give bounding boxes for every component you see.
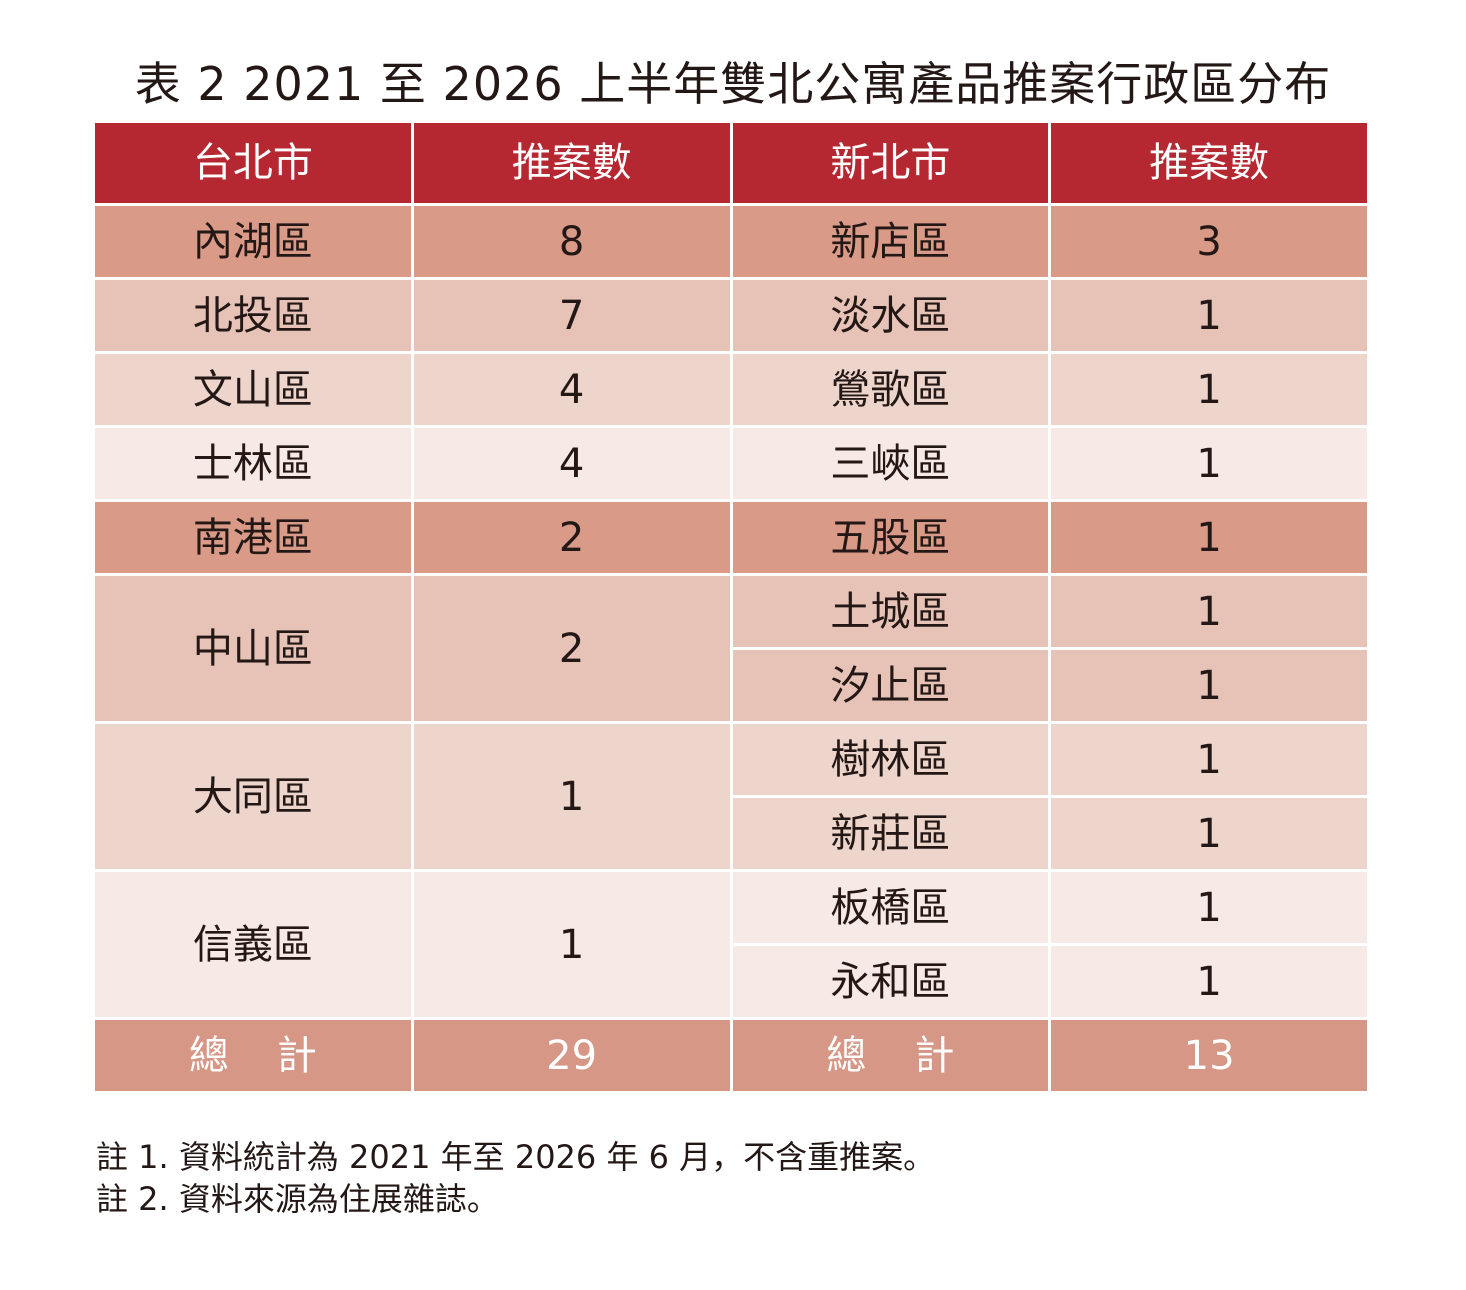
newtaipei-district: 淡水區 <box>729 277 1052 354</box>
newtaipei-count: 1 <box>1048 869 1370 946</box>
newtaipei-district: 永和區 <box>729 943 1052 1020</box>
newtaipei-count: 1 <box>1048 425 1370 502</box>
taipei-count: 2 <box>410 573 733 724</box>
header-newtaipei: 新北市 <box>729 120 1052 206</box>
header-taipei-count: 推案數 <box>410 120 733 206</box>
table-row: 信義區 1 板橋區 1 <box>92 869 1370 1020</box>
taipei-district: 大同區 <box>92 721 414 872</box>
table-row: 大同區 1 樹林區 1 <box>92 721 1370 872</box>
newtaipei-count: 1 <box>1048 277 1370 354</box>
taipei-count: 2 <box>410 499 733 576</box>
total-label-newtaipei: 總計 <box>729 1017 1052 1094</box>
table-row: 南港區 2 五股區 1 <box>92 499 1370 576</box>
newtaipei-district: 三峽區 <box>729 425 1052 502</box>
total-label-taipei: 總計 <box>92 1017 414 1094</box>
newtaipei-count: 1 <box>1048 573 1370 650</box>
newtaipei-count: 1 <box>1048 795 1370 872</box>
newtaipei-district: 鶯歌區 <box>729 351 1052 428</box>
taipei-district: 北投區 <box>92 277 414 354</box>
table-body: 內湖區 8 新店區 3 北投區 7 淡水區 1 文山區 4 鶯歌區 1 士林區 4 三峽區 1 南港區 2 五股區 1… <box>92 203 1370 1020</box>
newtaipei-count: 1 <box>1048 943 1370 1020</box>
total-taipei: 29 <box>410 1017 733 1094</box>
table-row: 內湖區 8 新店區 3 <box>92 203 1370 280</box>
table-row: 新莊區 1 <box>94 795 1370 872</box>
taipei-count: 7 <box>410 277 733 354</box>
newtaipei-count: 1 <box>1048 499 1370 576</box>
table-row: 永和區 1 <box>94 943 1370 1020</box>
table-row: 文山區 4 鶯歌區 1 <box>92 351 1370 428</box>
newtaipei-count: 3 <box>1048 203 1370 280</box>
taipei-district: 士林區 <box>92 425 414 502</box>
newtaipei-count: 1 <box>1048 721 1370 798</box>
table-row: 汐止區 1 <box>94 647 1370 724</box>
taipei-count: 1 <box>410 869 733 1020</box>
footnotes: 註 1. 資料統計為 2021 年至 2026 年 6 月，不含重推案。 註 2… <box>96 1136 935 1220</box>
table-row: 士林區 4 三峽區 1 <box>92 425 1370 502</box>
newtaipei-district: 新莊區 <box>729 795 1052 872</box>
district-table: 台北市 推案數 新北市 推案數 內湖區 8 新店區 3 北投區 7 淡水區 1 文山區 4 鶯歌區 1… <box>92 120 1370 1094</box>
newtaipei-district: 汐止區 <box>729 647 1052 724</box>
taipei-count: 4 <box>410 425 733 502</box>
table-row: 中山區 2 土城區 1 <box>92 573 1370 724</box>
taipei-district: 南港區 <box>92 499 414 576</box>
total-newtaipei: 13 <box>1048 1017 1370 1094</box>
table-title: 表 2 2021 至 2026 上半年雙北公寓產品推案行政區分布 <box>134 57 1332 111</box>
newtaipei-district: 樹林區 <box>729 721 1052 798</box>
taipei-count: 8 <box>410 203 733 280</box>
table-row: 北投區 7 淡水區 1 <box>92 277 1370 354</box>
footnote-2: 註 2. 資料來源為住展雜誌。 <box>96 1180 499 1218</box>
taipei-count: 1 <box>410 721 733 872</box>
newtaipei-district: 五股區 <box>729 499 1052 576</box>
header-newtaipei-count: 推案數 <box>1048 120 1370 206</box>
newtaipei-district: 板橋區 <box>729 869 1052 946</box>
taipei-district: 內湖區 <box>92 203 414 280</box>
taipei-district: 信義區 <box>92 869 414 1020</box>
taipei-district: 文山區 <box>92 351 414 428</box>
newtaipei-district: 土城區 <box>729 573 1052 650</box>
header-taipei: 台北市 <box>92 120 414 206</box>
taipei-district: 中山區 <box>92 573 414 724</box>
newtaipei-count: 1 <box>1048 647 1370 724</box>
newtaipei-district: 新店區 <box>729 203 1052 280</box>
newtaipei-count: 1 <box>1048 351 1370 428</box>
header-row: 台北市 推案數 新北市 推案數 <box>92 120 1370 206</box>
footnote-1: 註 1. 資料統計為 2021 年至 2026 年 6 月，不含重推案。 <box>96 1138 936 1176</box>
taipei-count: 4 <box>410 351 733 428</box>
total-row: 總計 29 總計 13 <box>92 1017 1370 1094</box>
